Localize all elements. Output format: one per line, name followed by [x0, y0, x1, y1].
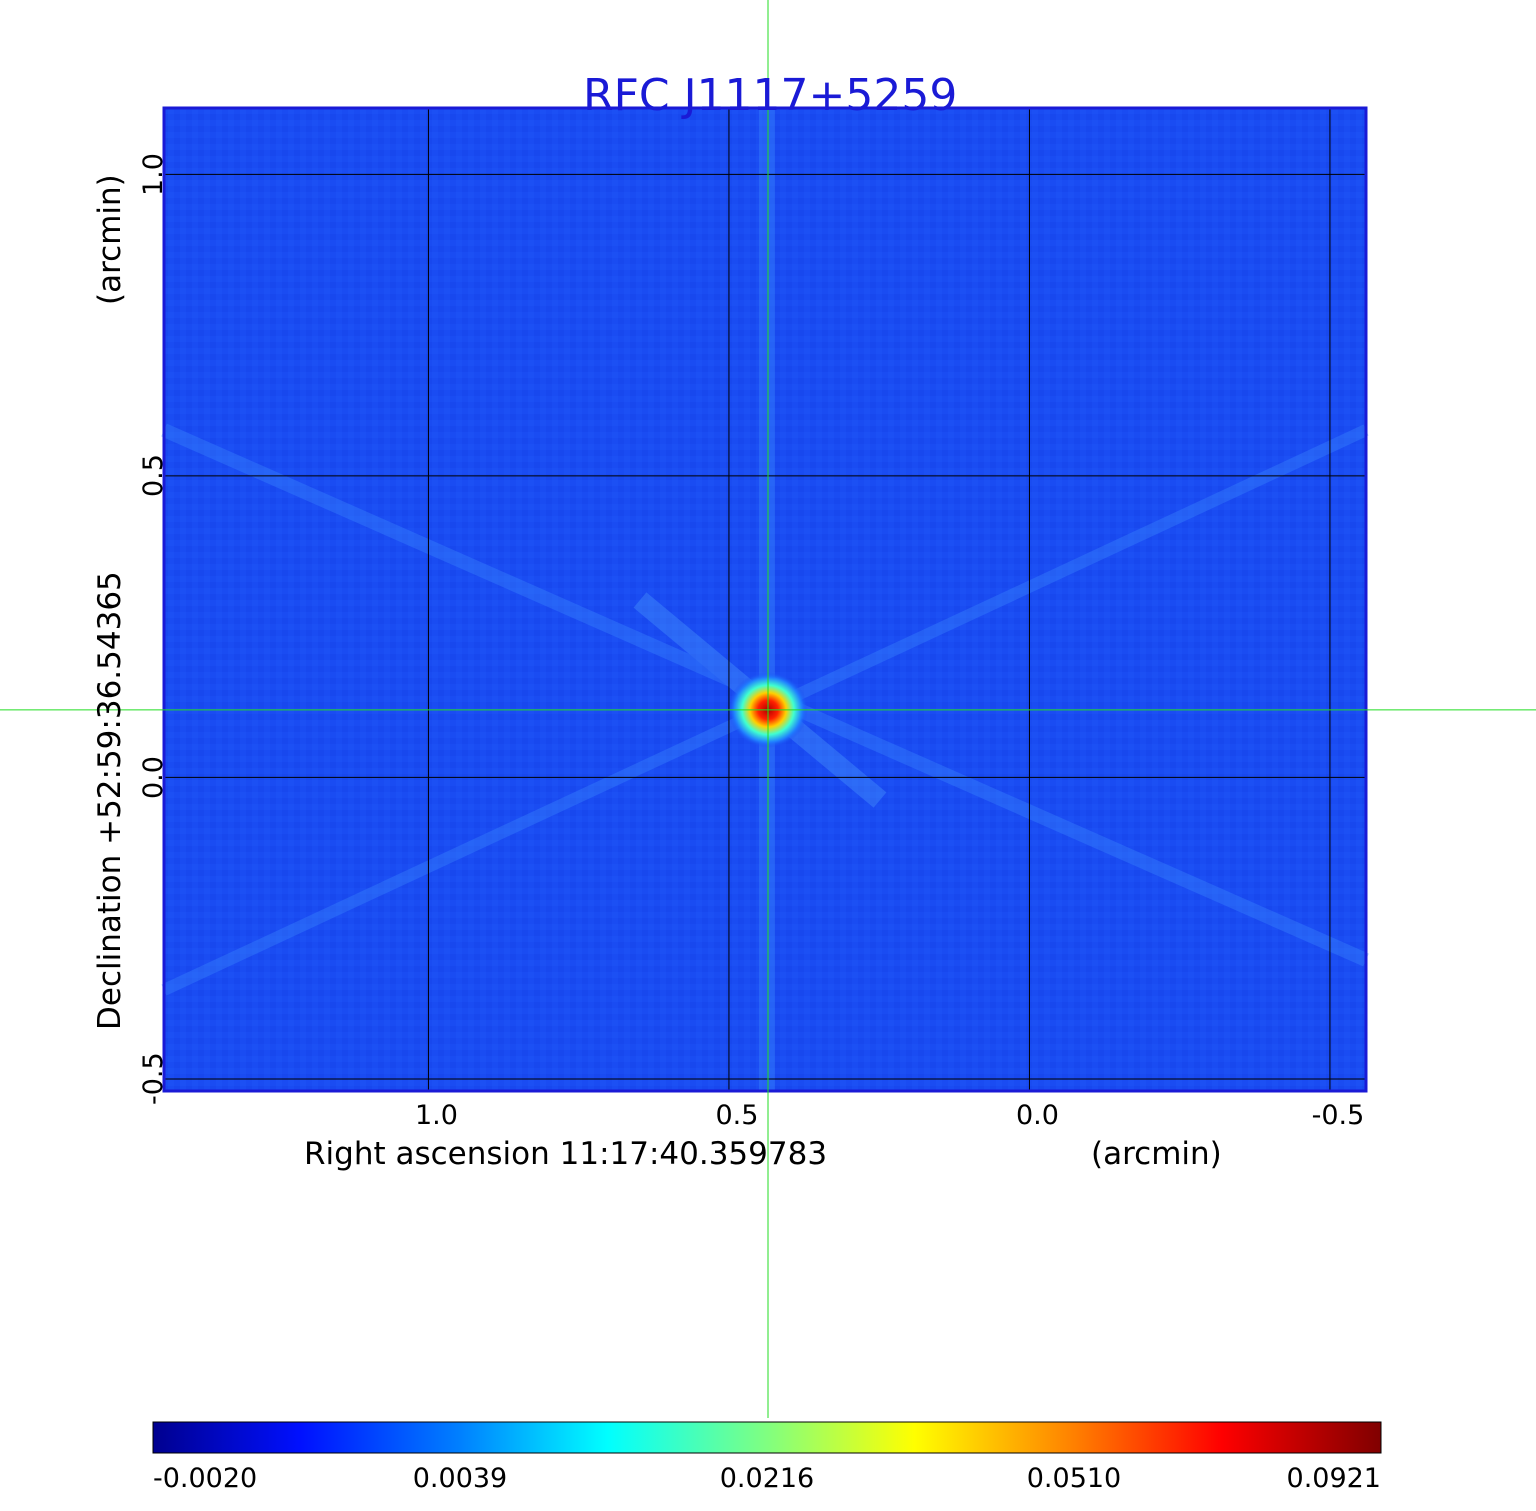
colorbar-tick-label: 0.0510	[1026, 1463, 1122, 1494]
x-tick-label: 1.0	[414, 1100, 458, 1131]
colorbar	[152, 1421, 1382, 1454]
y-tick-label: -0.5	[138, 1052, 169, 1106]
coordinate-grid	[164, 108, 1366, 1091]
colorbar-tick-label: 0.0921	[1286, 1463, 1381, 1494]
y-tick-label: 0.0	[138, 755, 169, 799]
chart-title: RFC J1117+5259	[583, 70, 958, 121]
x-axis-label: Right ascension 11:17:40.359783	[304, 1136, 828, 1172]
y-tick-label: 1.0	[138, 152, 169, 196]
y-tick-label: 0.5	[138, 454, 169, 498]
y-axis-unit: (arcmin)	[92, 174, 128, 305]
colorbar-tick-label: 0.0039	[412, 1463, 508, 1494]
map-image	[164, 108, 1366, 1091]
x-tick-label: 0.0	[1015, 1100, 1059, 1131]
crosshair	[0, 0, 1536, 1418]
x-axis-unit: (arcmin)	[1091, 1136, 1222, 1172]
x-tick-label: 0.5	[715, 1100, 759, 1131]
y-axis-label: Declination +52:59:36.54365	[92, 571, 128, 1030]
plot-frame	[162, 106, 1368, 1093]
colorbar-tick-label: 0.0216	[719, 1463, 815, 1494]
x-tick-label: -0.5	[1311, 1100, 1365, 1131]
colorbar-tick-label: -0.0020	[153, 1463, 258, 1494]
